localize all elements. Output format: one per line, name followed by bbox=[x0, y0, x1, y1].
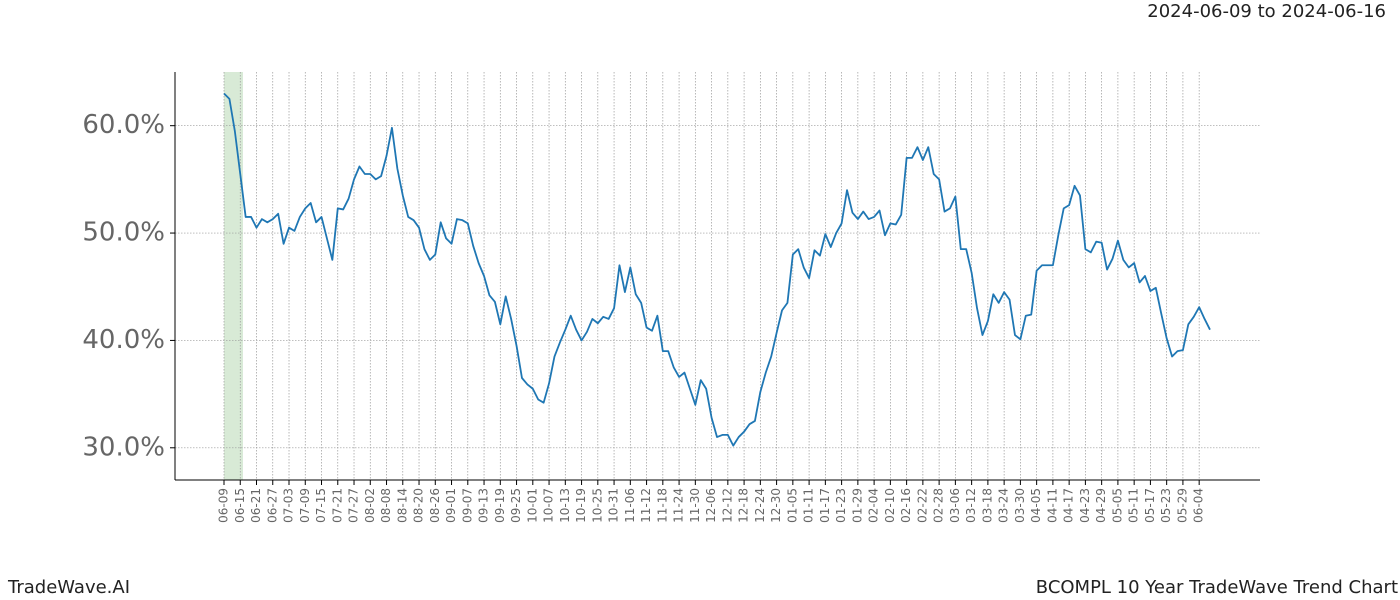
x-tick-label: 12-06 bbox=[704, 488, 718, 523]
x-tick-label: 10-07 bbox=[542, 488, 556, 523]
x-tick-label: 07-27 bbox=[347, 488, 361, 523]
x-tick-label: 04-11 bbox=[1045, 488, 1059, 523]
x-tick-label: 07-03 bbox=[282, 488, 296, 523]
x-tick-label: 02-04 bbox=[867, 488, 881, 523]
x-tick-label: 03-24 bbox=[997, 488, 1011, 523]
x-tick-label: 04-23 bbox=[1078, 488, 1092, 523]
x-tick-label: 12-12 bbox=[720, 488, 734, 523]
x-tick-label: 01-11 bbox=[802, 488, 816, 523]
x-tick-label: 10-01 bbox=[525, 488, 539, 523]
x-tick-label: 07-21 bbox=[330, 488, 344, 523]
x-tick-label: 06-27 bbox=[265, 488, 279, 523]
x-tick-label: 03-18 bbox=[980, 488, 994, 523]
x-tick-label: 08-14 bbox=[395, 488, 409, 523]
x-tick-label: 05-05 bbox=[1110, 488, 1124, 523]
x-tick-label: 02-28 bbox=[932, 488, 946, 523]
x-tick-label: 11-12 bbox=[639, 488, 653, 523]
y-tick-label: 30.0% bbox=[82, 432, 165, 462]
x-tick-label: 09-19 bbox=[493, 488, 507, 523]
x-tick-label: 08-20 bbox=[412, 488, 426, 523]
x-tick-label: 12-24 bbox=[753, 488, 767, 523]
y-tick-label: 40.0% bbox=[82, 325, 165, 355]
brand: TradeWave.AI bbox=[7, 577, 130, 598]
x-tick-label: 09-07 bbox=[460, 488, 474, 523]
x-tick-label: 05-11 bbox=[1127, 488, 1141, 523]
x-tick-label: 07-15 bbox=[314, 488, 328, 523]
x-tick-label: 11-06 bbox=[623, 488, 637, 523]
x-tick-label: 04-05 bbox=[1029, 488, 1043, 523]
x-tick-label: 10-19 bbox=[574, 488, 588, 523]
x-tick-label: 12-30 bbox=[769, 488, 783, 523]
x-tick-label: 09-25 bbox=[509, 488, 523, 523]
x-tick-label: 01-29 bbox=[850, 488, 864, 523]
x-tick-label: 11-18 bbox=[655, 488, 669, 523]
x-tick-label: 01-23 bbox=[834, 488, 848, 523]
x-tick-label: 06-21 bbox=[249, 488, 263, 523]
y-tick-label: 50.0% bbox=[82, 218, 165, 248]
x-tick-label: 09-01 bbox=[444, 488, 458, 523]
x-tick-label: 03-06 bbox=[948, 488, 962, 523]
date-range: 2024-06-09 to 2024-06-16 bbox=[1147, 1, 1386, 22]
x-tick-label: 02-22 bbox=[915, 488, 929, 523]
y-tick-label: 60.0% bbox=[82, 110, 165, 140]
x-tick-label: 06-09 bbox=[217, 488, 231, 523]
x-tick-label: 01-05 bbox=[785, 488, 799, 523]
x-tick-label: 05-29 bbox=[1175, 488, 1189, 523]
x-tick-label: 10-13 bbox=[558, 488, 572, 523]
x-tick-label: 06-04 bbox=[1192, 488, 1206, 523]
x-tick-label: 02-16 bbox=[899, 488, 913, 523]
x-tick-label: 03-12 bbox=[964, 488, 978, 523]
x-tick-label: 04-17 bbox=[1062, 488, 1076, 523]
x-tick-label: 09-13 bbox=[477, 488, 491, 523]
x-tick-label: 05-17 bbox=[1143, 488, 1157, 523]
x-tick-label: 08-02 bbox=[363, 488, 377, 523]
x-tick-label: 11-24 bbox=[672, 488, 686, 523]
x-tick-label: 10-25 bbox=[590, 488, 604, 523]
x-tick-label: 12-18 bbox=[737, 488, 751, 523]
x-tick-label: 07-09 bbox=[298, 488, 312, 523]
x-tick-label: 02-10 bbox=[883, 488, 897, 523]
chart-caption: BCOMPL 10 Year TradeWave Trend Chart bbox=[1036, 577, 1398, 598]
x-tick-label: 01-17 bbox=[818, 488, 832, 523]
x-tick-label: 05-23 bbox=[1159, 488, 1173, 523]
trend-line bbox=[223, 92, 1211, 447]
x-tick-label: 10-31 bbox=[607, 488, 621, 523]
x-tick-label: 11-30 bbox=[688, 488, 702, 523]
x-tick-label: 08-08 bbox=[379, 488, 393, 523]
x-tick-label: 03-30 bbox=[1013, 488, 1027, 523]
highlight-band bbox=[224, 72, 243, 480]
x-tick-label: 04-29 bbox=[1094, 488, 1108, 523]
x-tick-label: 06-15 bbox=[233, 488, 247, 523]
x-tick-label: 08-26 bbox=[428, 488, 442, 523]
